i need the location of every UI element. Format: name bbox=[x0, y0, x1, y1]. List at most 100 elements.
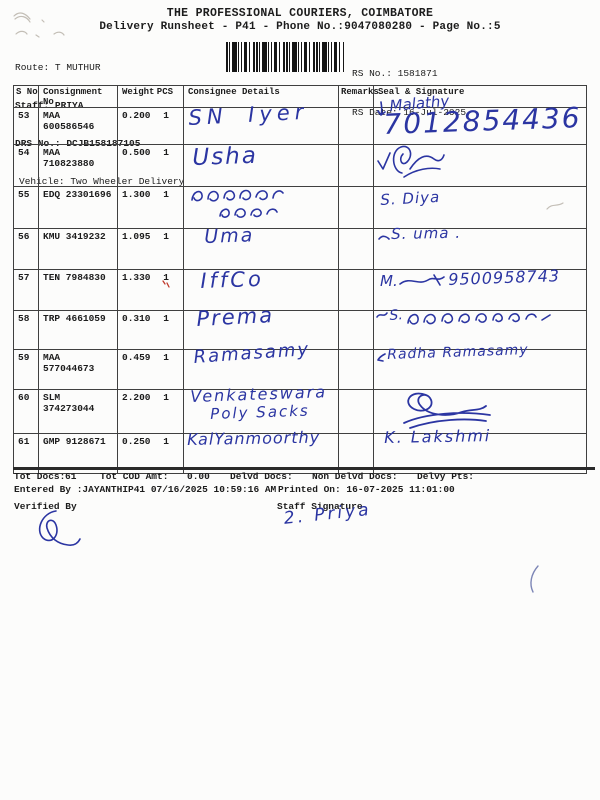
table-row: 60 SLM 374273044 2.200 1 bbox=[13, 389, 587, 434]
staff-signature-label: Staff Signature bbox=[277, 501, 363, 512]
cell-weight: 0.310 bbox=[122, 313, 151, 324]
cell-weight: 0.500 bbox=[122, 147, 151, 158]
cell-weight-pcs: 0.459 1 bbox=[117, 349, 184, 390]
cell-remarks bbox=[338, 389, 374, 434]
cell-s-no: 53 bbox=[13, 107, 39, 145]
entered-by-text: Entered By :JAYANTHIP41 07/16/2025 10:59… bbox=[14, 484, 277, 495]
cell-weight-pcs: 0.200 1 bbox=[117, 107, 184, 145]
cell-weight-pcs: 1.330 1 bbox=[117, 269, 184, 311]
table-row: 56 KMU 3419232 1.095 1 bbox=[13, 228, 587, 270]
runsheet-subtitle: Delivery Runsheet - P41 - Phone No.:9047… bbox=[99, 21, 501, 33]
cell-weight: 0.200 bbox=[122, 110, 151, 121]
route-label: Route: bbox=[15, 62, 50, 74]
cell-s-no: 59 bbox=[13, 349, 39, 390]
cell-weight: 1.300 bbox=[122, 189, 151, 200]
cell-weight: 1.330 bbox=[122, 272, 151, 283]
route-line: Route: T MUTHUR bbox=[15, 62, 184, 75]
cell-pcs: 1 bbox=[163, 231, 169, 242]
cell-remarks bbox=[338, 107, 374, 145]
cell-weight-pcs: 1.095 1 bbox=[117, 228, 184, 270]
cell-consignment-no: TEN 7984830 bbox=[38, 269, 118, 311]
cell-pcs: 1 bbox=[163, 189, 169, 200]
cell-s-no: 60 bbox=[13, 389, 39, 434]
col-header-weight: Weight bbox=[122, 87, 155, 97]
tot-cod-value: 0.00 bbox=[187, 471, 210, 482]
cell-weight: 2.200 bbox=[122, 392, 151, 403]
cell-consignee bbox=[183, 186, 339, 229]
cell-pcs: 1 bbox=[163, 147, 169, 158]
rs-no-label: RS No.: bbox=[352, 68, 392, 79]
table-row: 59 MAA 577044673 0.459 1 bbox=[13, 349, 587, 390]
verified-by-signature-scribble bbox=[38, 510, 81, 546]
table-row: 54 MAA 710823880 0.500 1 bbox=[13, 144, 587, 187]
cell-consignee bbox=[183, 144, 339, 187]
cell-seal-signature bbox=[373, 389, 587, 434]
col-header-consignee: Consignee Details bbox=[183, 85, 339, 108]
cell-weight: 0.250 bbox=[122, 436, 151, 447]
cell-seal-signature bbox=[373, 186, 587, 229]
route-value: T MUTHUR bbox=[54, 62, 101, 74]
cell-pcs: 1 bbox=[163, 272, 169, 283]
cell-remarks bbox=[338, 144, 374, 187]
cell-seal-signature bbox=[373, 310, 587, 350]
delvy-pts-label: Delvy Pts: bbox=[417, 471, 475, 482]
cell-pcs: 1 bbox=[163, 392, 169, 403]
cell-seal-signature bbox=[373, 269, 587, 311]
tot-docs-value: 61 bbox=[65, 471, 77, 482]
cell-seal-signature bbox=[373, 144, 587, 187]
cell-consignment-no: MAA 577044673 bbox=[38, 349, 118, 390]
printed-on-text: Printed On: 16-07-2025 11:01:00 bbox=[278, 484, 455, 495]
col-header-weight-pcs: Weight PCS bbox=[117, 85, 184, 108]
table-row: 57 TEN 7984830 1.330 1 bbox=[13, 269, 587, 311]
cell-pcs: 1 bbox=[163, 352, 169, 363]
cell-weight-pcs: 2.200 1 bbox=[117, 389, 184, 434]
non-delvd-docs-label: Non Delvd Docs: bbox=[312, 471, 398, 482]
cell-consignee bbox=[183, 269, 339, 311]
cell-consignee bbox=[183, 228, 339, 270]
cell-seal-signature bbox=[373, 107, 587, 145]
cell-consignee bbox=[183, 389, 339, 434]
cell-weight-pcs: 1.300 1 bbox=[117, 186, 184, 229]
cell-consignment-no: MAA 710823880 bbox=[38, 144, 118, 187]
stray-ink-mark bbox=[530, 565, 539, 593]
cell-remarks bbox=[338, 228, 374, 270]
cell-remarks bbox=[338, 186, 374, 229]
cell-seal-signature bbox=[373, 228, 587, 270]
cell-remarks bbox=[338, 310, 374, 350]
cell-consignment-no: EDQ 23301696 bbox=[38, 186, 118, 229]
cell-pcs: 1 bbox=[163, 436, 169, 447]
cell-consignment-no: TRP 4661059 bbox=[38, 310, 118, 350]
cell-weight: 1.095 bbox=[122, 231, 151, 242]
cell-s-no: 57 bbox=[13, 269, 39, 311]
table-row: 55 EDQ 23301696 1.300 1 bbox=[13, 186, 587, 229]
totals-separator-rule bbox=[13, 467, 595, 470]
cell-weight-pcs: 0.310 1 bbox=[117, 310, 184, 350]
table-header-row: S No Consignment No Weight PCS Consignee … bbox=[13, 85, 587, 108]
cell-pcs: 1 bbox=[163, 110, 169, 121]
cell-s-no: 55 bbox=[13, 186, 39, 229]
rs-no-line: RS No.: 1581871 bbox=[352, 67, 466, 80]
company-title: THE PROFESSIONAL COURIERS, COIMBATORE bbox=[166, 7, 434, 20]
cell-weight-pcs: 0.500 1 bbox=[117, 144, 184, 187]
barcode-icon bbox=[226, 42, 344, 72]
cell-consignment-no: MAA 600586546 bbox=[38, 107, 118, 145]
cell-pcs: 1 bbox=[163, 313, 169, 324]
col-header-remarks: Remarks bbox=[338, 85, 379, 108]
table-row: 58 TRP 4661059 0.310 1 bbox=[13, 310, 587, 350]
cell-weight: 0.459 bbox=[122, 352, 151, 363]
col-header-consignment-no: Consignment No bbox=[38, 85, 118, 108]
rs-no-value: 1581871 bbox=[397, 68, 438, 79]
cell-remarks bbox=[338, 269, 374, 311]
table-row: 53 MAA 600586546 0.200 1 bbox=[13, 107, 587, 145]
tot-cod-label: Tot COD Amt: bbox=[100, 471, 169, 482]
col-header-pcs: PCS bbox=[156, 87, 173, 97]
cell-remarks bbox=[338, 349, 374, 390]
pencil-scribble-artifact bbox=[13, 12, 65, 38]
col-header-seal-signature: Seal & Signature bbox=[373, 85, 587, 108]
cell-s-no: 58 bbox=[13, 310, 39, 350]
cell-s-no: 56 bbox=[13, 228, 39, 270]
cell-consignee bbox=[183, 107, 339, 145]
verified-by-label: Verified By bbox=[14, 501, 77, 512]
cell-consignment-no: SLM 374273044 bbox=[38, 389, 118, 434]
